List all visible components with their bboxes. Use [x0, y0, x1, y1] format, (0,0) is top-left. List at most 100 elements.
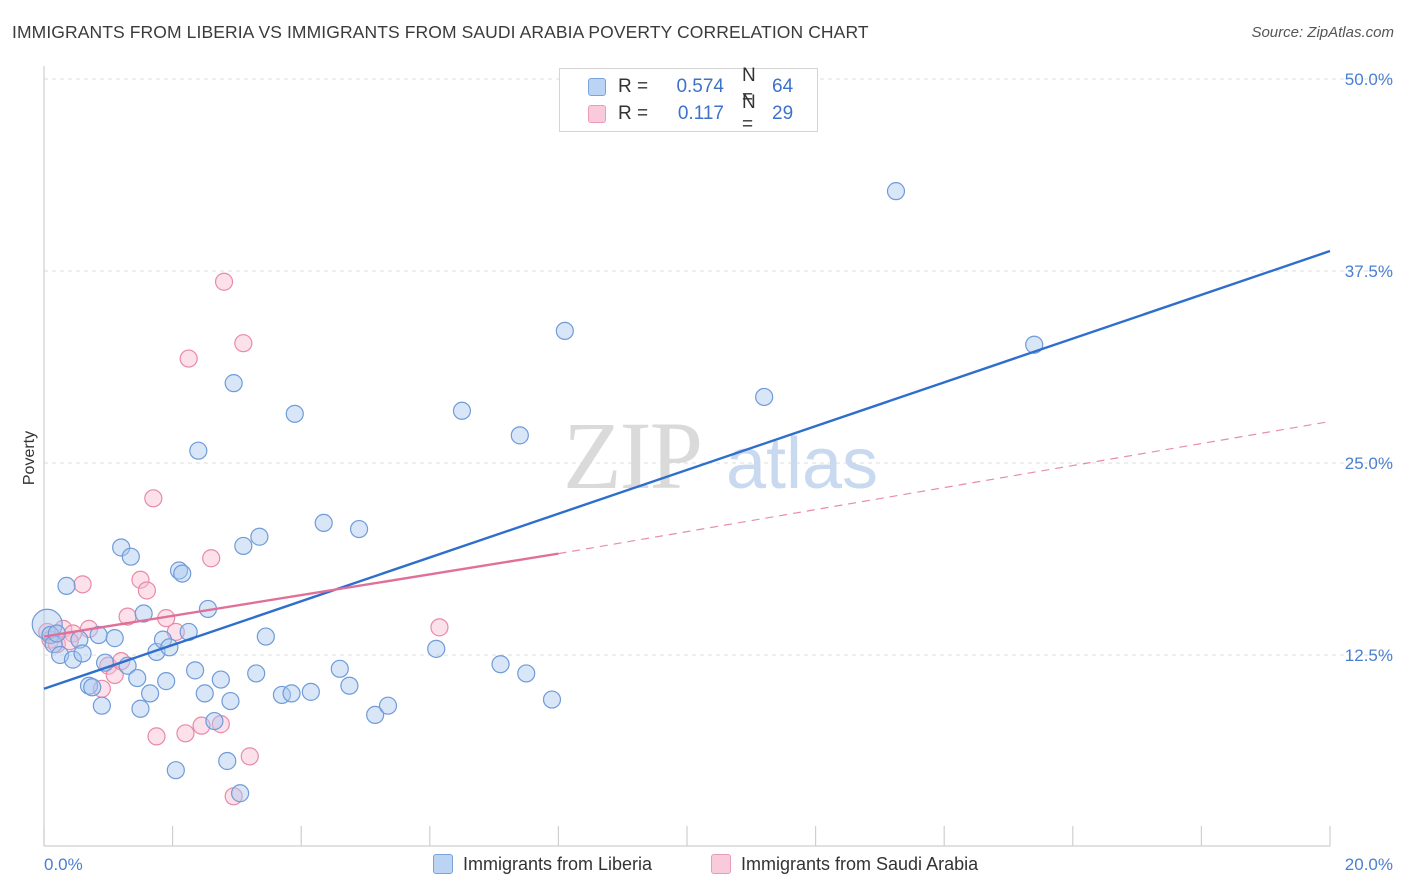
- watermark: ZIP atlas: [563, 402, 878, 509]
- liberia-point: [166, 761, 185, 780]
- liberia-point: [282, 684, 301, 703]
- liberia-point: [131, 699, 150, 718]
- liberia-point: [256, 627, 275, 646]
- liberia-point: [330, 659, 349, 678]
- chart-title: IMMIGRANTS FROM LIBERIA VS IMMIGRANTS FR…: [12, 22, 869, 42]
- watermark-atlas: atlas: [726, 424, 878, 504]
- bottom-legend-liberia: Immigrants from Liberia: [433, 852, 652, 876]
- saudi-point: [176, 724, 195, 743]
- liberia-point: [205, 711, 224, 731]
- legend-n-value: 64: [772, 76, 794, 97]
- liberia-point: [157, 672, 176, 691]
- liberia-point: [314, 513, 333, 533]
- axes: [43, 66, 1331, 847]
- liberia-point: [112, 538, 131, 557]
- liberia-point: [57, 576, 76, 595]
- watermark-zip: ZIP: [563, 402, 701, 509]
- liberia-point: [301, 682, 320, 701]
- liberia-point: [234, 536, 253, 556]
- liberia-point: [186, 661, 205, 680]
- liberia-point: [221, 691, 240, 711]
- legend-n-label: N =: [742, 65, 756, 108]
- liberia-point: [140, 684, 160, 703]
- legend-swatch-liberia: [588, 78, 606, 96]
- liberia-point: [231, 784, 250, 803]
- saudi-point: [137, 581, 156, 600]
- liberia-point: [218, 751, 237, 771]
- correlation-legend: R = 0.574 N = 64 R = 0.117 N = 29: [559, 65, 818, 135]
- liberia-point: [224, 374, 243, 393]
- legend-row-liberia: R = 0.574 N = 64: [588, 65, 794, 108]
- saudi-point: [240, 747, 259, 766]
- x-tick-label: 20.0%: [1345, 855, 1393, 874]
- legend-row-saudi: R = 0.117 N = 29: [588, 92, 794, 135]
- saudi-point: [147, 727, 166, 746]
- liberia-point: [121, 547, 140, 566]
- liberia-point: [92, 696, 111, 715]
- liberia-point: [83, 678, 102, 697]
- x-tick-labels: 0.0% 20.0%: [44, 855, 1393, 874]
- saudi-point: [234, 334, 253, 353]
- source-label: Source: ZipAtlas.com: [1251, 24, 1394, 41]
- liberia-point: [542, 690, 562, 709]
- saudi-point: [144, 489, 163, 508]
- liberia-point: [349, 519, 369, 539]
- liberia-point: [1025, 335, 1044, 354]
- liberia-point: [285, 404, 304, 423]
- legend-n-label: N =: [742, 92, 756, 135]
- liberia-point: [340, 676, 359, 695]
- saudi-point: [214, 272, 234, 291]
- saudi-point: [131, 570, 150, 589]
- liberia-point: [555, 321, 574, 341]
- y-tick-label: 12.5%: [1345, 646, 1393, 665]
- bottom-legend-label-liberia: Immigrants from Liberia: [463, 853, 653, 874]
- legend-r-label: R =: [618, 76, 649, 97]
- y-tick-labels: 12.5% 25.0% 37.5% 50.0%: [1345, 70, 1393, 665]
- liberia-point: [755, 387, 774, 407]
- liberia-point: [427, 639, 446, 658]
- liberia-point: [173, 564, 192, 583]
- y-axis-label: Poverty: [21, 431, 38, 485]
- liberia-point: [452, 401, 472, 420]
- liberia-point: [510, 426, 529, 445]
- liberia-point: [250, 527, 269, 546]
- liberia-point: [491, 655, 510, 674]
- liberia-trendline: [43, 249, 1331, 690]
- legend-r-label: R =: [618, 103, 649, 124]
- bottom-legend-swatch-saudi: [711, 854, 731, 874]
- saudi-point: [73, 575, 92, 594]
- bottom-legend-saudi: Immigrants from Saudi Arabia: [711, 852, 978, 876]
- liberia-points: [31, 182, 1044, 803]
- y-tick-label: 25.0%: [1345, 454, 1393, 473]
- saudi-point: [179, 349, 198, 368]
- liberia-point: [169, 561, 189, 580]
- legend-r-value: 0.574: [676, 76, 724, 97]
- y-tick-label: 50.0%: [1345, 70, 1393, 89]
- liberia-point: [378, 696, 398, 715]
- liberia-point: [105, 629, 124, 648]
- y-tick-label: 37.5%: [1345, 262, 1393, 281]
- liberia-point: [517, 664, 536, 683]
- saudi-point: [202, 549, 221, 568]
- x-tick-label: 0.0%: [44, 855, 83, 874]
- saudi-point: [430, 618, 449, 637]
- legend-n-value: 29: [772, 103, 794, 124]
- bottom-legend-swatch-liberia: [433, 854, 453, 874]
- saudi-trendline-dashed: [558, 420, 1331, 555]
- bottom-legend-label-saudi: Immigrants from Saudi Arabia: [741, 853, 979, 874]
- grid-lines: [44, 78, 1392, 656]
- liberia-point: [195, 684, 214, 703]
- trendlines: [43, 249, 1331, 690]
- liberia-point: [63, 650, 83, 669]
- liberia-point: [73, 644, 92, 663]
- liberia-point: [247, 664, 266, 683]
- legend-r-value: 0.117: [677, 103, 724, 124]
- liberia-point: [886, 182, 906, 201]
- legend-swatch-saudi: [588, 105, 606, 123]
- liberia-point: [128, 668, 147, 688]
- saudi-trendline-solid: [43, 552, 559, 638]
- liberia-point: [134, 604, 153, 623]
- liberia-point: [366, 705, 385, 725]
- liberia-point: [211, 670, 230, 689]
